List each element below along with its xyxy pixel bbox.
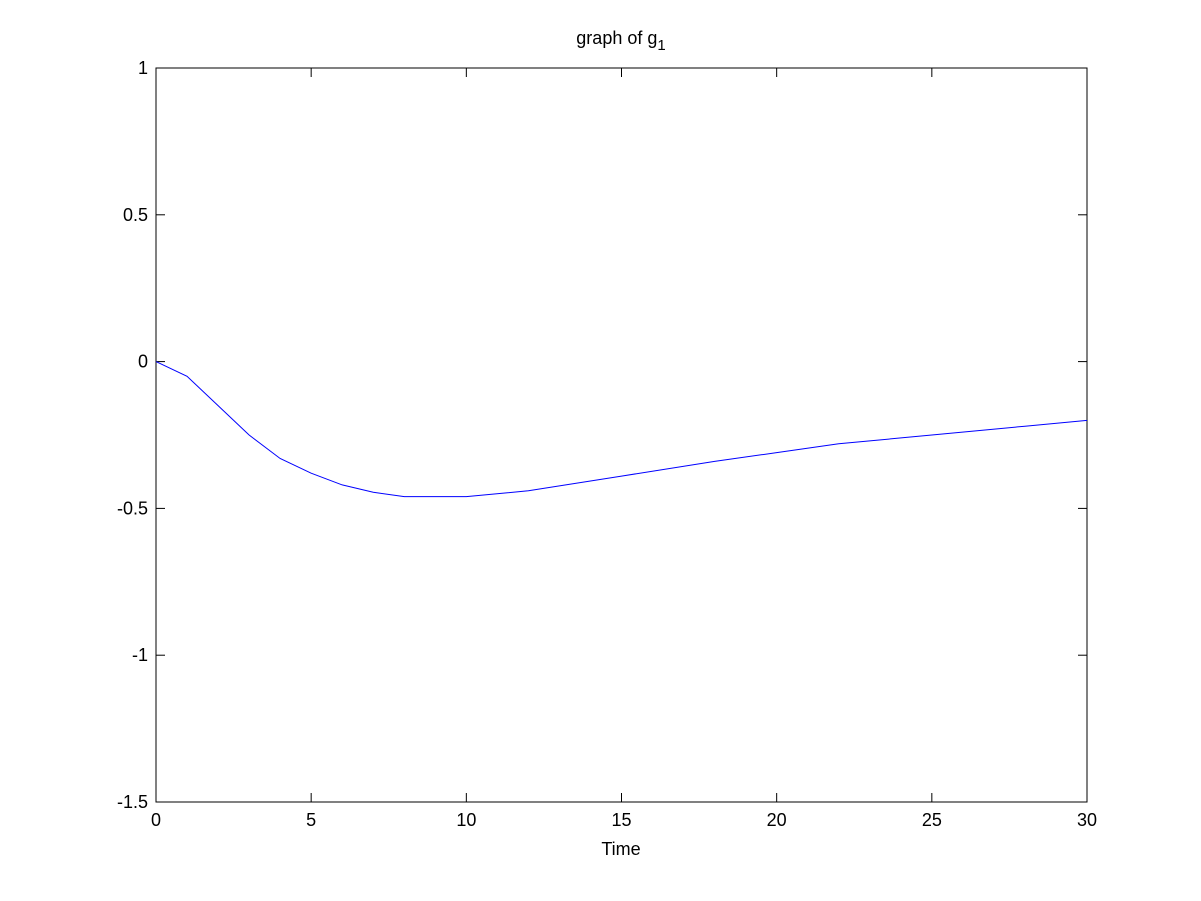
x-tick-label: 30: [1077, 810, 1097, 830]
x-tick-label: 5: [306, 810, 316, 830]
x-tick-label: 0: [151, 810, 161, 830]
x-tick-label: 15: [611, 810, 631, 830]
title-text: graph of g: [576, 28, 657, 48]
data-line: [155, 361, 1088, 498]
x-tick-label: 20: [767, 810, 787, 830]
y-tick-label: 0.5: [123, 205, 148, 225]
x-tick-label: 25: [922, 810, 942, 830]
chart-title: graph of g1: [576, 28, 665, 54]
y-tick-label: -1: [132, 645, 148, 665]
y-tick-label: 1: [138, 58, 148, 78]
title-subscript: 1: [657, 37, 665, 54]
y-tick-label: -0.5: [117, 498, 148, 518]
plot-box: [155, 67, 1088, 803]
y-tick-label: -1.5: [117, 792, 148, 812]
x-tick-label: 10: [456, 810, 476, 830]
y-tick-label: 0: [138, 352, 148, 372]
x-axis-label: Time: [601, 839, 640, 859]
